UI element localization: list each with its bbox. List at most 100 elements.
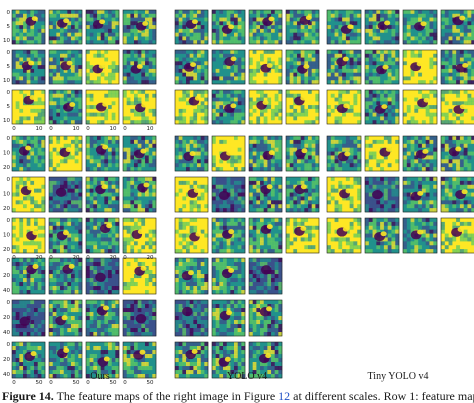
feature-map-frame [122,135,157,172]
feature-map-cell [345,61,350,66]
feature-map-cell [41,225,46,230]
feature-map-cell [330,76,335,81]
feature-map-cell [383,61,388,66]
feature-map-cell [182,28,187,33]
feature-map-cell [463,68,468,73]
feature-map-cell [71,112,75,117]
feature-map-cell [334,97,339,102]
feature-map-cell [380,57,385,62]
feature-map-cell [467,17,472,22]
feature-map-cell [219,97,224,102]
feature-map-cell [249,163,253,168]
feature-map-cell [300,57,305,62]
feature-map-cell [241,120,246,125]
feature-map-cell [134,25,138,30]
feature-map-cell [278,36,283,41]
feature-map-cell [19,97,24,102]
feature-map-cell [182,204,187,209]
feature-map-cell [86,241,90,246]
feature-map-cell [226,225,231,230]
feature-map-cell [433,25,438,30]
feature-map-cell [141,65,146,70]
feature-map-cell [215,218,220,223]
feature-map-cell [186,112,190,117]
feature-map-cell [345,97,350,102]
feature-map-cell [387,105,392,110]
feature-map-cell [26,196,31,201]
feature-map-cell [182,101,187,106]
feature-map-cell [345,80,350,85]
feature-map-cell [52,120,57,125]
feature-map-cell [342,65,347,70]
feature-map-cell [212,108,216,113]
feature-map-cell [274,17,279,22]
feature-map-cell [204,57,209,62]
feature-map-cell [71,108,75,113]
feature-map-cell [289,32,294,37]
feature-map-cell [256,57,261,62]
feature-map-cell [115,68,120,73]
feature-map-cell [189,204,194,209]
feature-map-cell [175,36,179,41]
feature-map-cell [189,221,194,227]
feature-map-cell [425,90,430,95]
feature-map-cell [204,53,209,58]
feature-map-cell [304,116,309,121]
feature-map-cell [34,65,38,70]
feature-map-cell [425,50,430,55]
feature-map-cell [418,68,423,73]
feature-map-cell [327,28,332,33]
feature-map-cell [234,229,238,234]
feature-map-cell [219,229,224,234]
feature-map-cell [63,139,68,145]
feature-map-cell [186,233,190,238]
feature-map-cell [353,40,358,45]
feature-map-cell [256,196,261,201]
feature-map-cell [141,97,146,102]
feature-map-cell [34,221,38,227]
feature-map-cell [463,36,468,41]
feature-map-cell [365,116,370,121]
feature-map-cell [241,167,246,172]
feature-map-cell [304,50,309,55]
feature-map-cell [293,36,298,41]
feature-map-cell [286,208,290,213]
feature-map-cell [304,200,309,205]
feature-map-cell [104,200,109,205]
feature-map-cell [52,13,57,18]
feature-map-cell [104,177,109,182]
feature-map-cell [23,180,27,186]
feature-map-cell [134,13,138,18]
feature-map-cell [12,208,16,213]
feature-map-cell [368,76,373,81]
feature-map-cell [178,101,183,106]
feature-map-cell [300,112,305,117]
feature-map-cell [137,116,142,121]
feature-map-cell [37,188,42,193]
feature-map-cell [60,139,64,145]
feature-map-cell [30,177,35,182]
feature-map-cell [256,50,261,55]
feature-map-cell [357,97,362,102]
feature-map-cell [433,80,438,85]
feature-map-cell [421,80,426,85]
feature-map-cell [308,50,312,55]
feature-map-cell [71,40,75,45]
feature-map-cell [123,101,127,106]
feature-map-cell [104,40,109,45]
feature-map-cell [15,61,20,66]
feature-map-cell [406,76,411,81]
feature-map-cell [71,93,75,98]
feature-map-cell [444,13,449,18]
feature-map-cell [152,159,157,164]
feature-map-tiny-yolo-v4-block1-r2-c1 [326,49,362,85]
feature-map-cell [204,151,209,156]
feature-map-cell [108,32,112,37]
feature-map-cell [372,36,377,41]
feature-map-cell [19,93,24,98]
feature-map-cell [74,53,79,58]
feature-map-cell [100,221,105,227]
feature-map-cell [30,68,35,73]
feature-map-cell [330,32,335,37]
feature-map-cell [338,25,343,30]
